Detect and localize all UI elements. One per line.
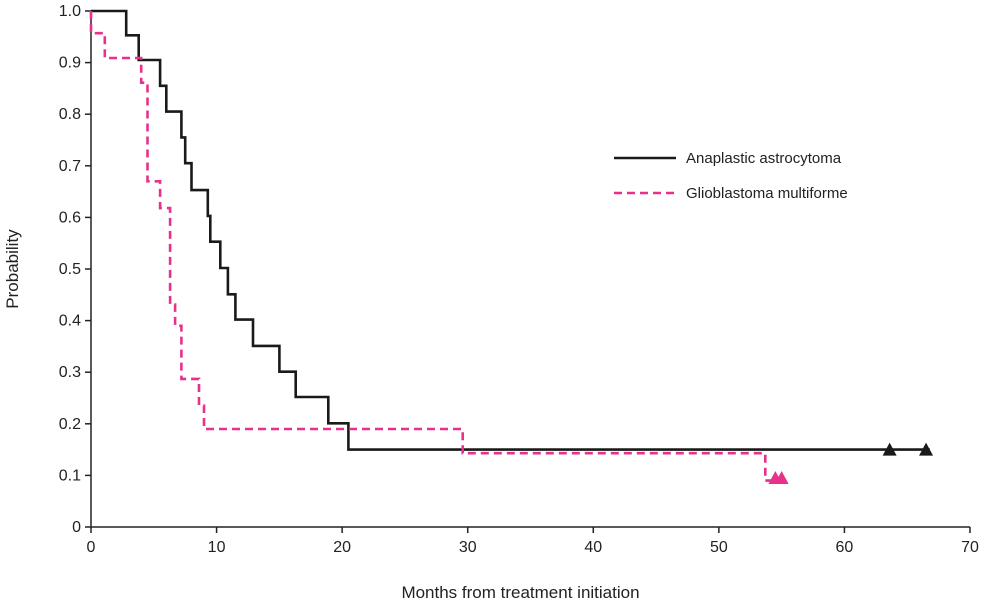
x-tick-label: 60 [836, 539, 854, 556]
y-tick-label: 0.8 [59, 106, 81, 123]
series-line-anaplastic-astrocytoma [91, 9, 930, 451]
series-line-glioblastoma-multiforme [89, 11, 782, 482]
legend: Anaplastic astrocytoma Glioblastoma multi… [614, 150, 848, 202]
y-tick-label: 0.9 [59, 55, 81, 72]
x-tick-label: 0 [87, 539, 96, 556]
y-axis-title: Probability [3, 229, 22, 309]
y-tick-label: 0.2 [59, 416, 81, 433]
axes: 0 0.1 0.2 0.3 0.4 0.5 0.6 0.7 0.8 0.9 1.0 0 10 20 30 40… [59, 3, 979, 556]
x-tick-label: 10 [208, 539, 226, 556]
x-tick-label: 30 [459, 539, 477, 556]
y-tick-label: 0.6 [59, 209, 81, 226]
y-tick-label: 0.3 [59, 364, 81, 381]
x-axis-title: Months from treatment initiation [401, 583, 639, 602]
y-tick-label: 0.5 [59, 261, 81, 278]
censor-marker [919, 442, 934, 456]
y-tick-label: 0.4 [59, 313, 81, 330]
censor-marker [774, 470, 789, 484]
x-tick-label: 40 [584, 539, 602, 556]
legend-label: Glioblastoma multiforme [686, 185, 848, 202]
y-tick-label: 1.0 [59, 3, 81, 20]
y-tick-label: 0.1 [59, 467, 81, 484]
y-tick-label: 0.7 [59, 158, 81, 175]
censor-marker [882, 442, 897, 456]
x-tick-label: 20 [333, 539, 351, 556]
legend-label: Anaplastic astrocytoma [686, 150, 842, 167]
x-tick-label: 50 [710, 539, 728, 556]
y-tick-label: 0 [72, 519, 81, 536]
series-layer [89, 9, 934, 484]
x-tick-label: 70 [961, 539, 979, 556]
